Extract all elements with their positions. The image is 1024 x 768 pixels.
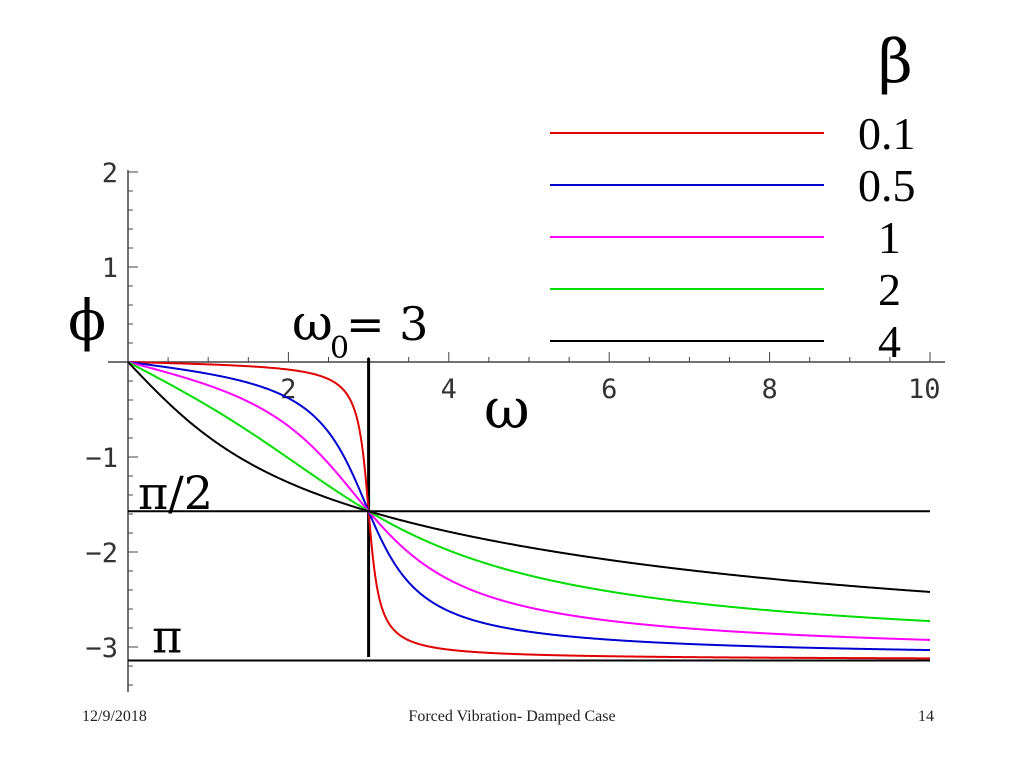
reference-line-label: π — [152, 609, 182, 663]
y-axis-label: ϕ — [68, 289, 106, 354]
x-tick-label: 2 — [280, 374, 296, 405]
y-tick-label: −3 — [85, 633, 118, 664]
footer-date: 12/9/2018 — [82, 708, 147, 725]
x-tick-label: 8 — [761, 374, 777, 405]
legend-entry-label: 0.5 — [858, 160, 916, 211]
y-tick-label: 1 — [102, 253, 118, 284]
y-tick-label: −2 — [85, 538, 118, 569]
x-tick-label: 4 — [441, 374, 457, 405]
omega0-symbol: ω — [292, 294, 333, 352]
series-curve — [127, 361, 931, 652]
footer-page-number: 14 — [918, 708, 934, 725]
omega0-subscript: 0 — [330, 331, 349, 366]
x-tick-label: 6 — [601, 374, 617, 405]
x-axis-label: ω — [484, 377, 530, 442]
series-curve — [127, 361, 931, 593]
series-curve — [127, 361, 931, 623]
legend-entry-label: 1 — [878, 212, 901, 263]
footer-title: Forced Vibration- Damped Case — [408, 708, 616, 725]
legend-entry-label: 2 — [878, 264, 901, 315]
omega0-value: = 3 — [346, 297, 428, 351]
y-tick-label: −1 — [85, 443, 118, 474]
legend-entry-label: 4 — [878, 316, 901, 367]
series-curves — [127, 361, 931, 660]
legend-title: β — [878, 27, 913, 97]
series-curve — [127, 361, 931, 641]
series-curve — [127, 361, 930, 660]
reference-lines: π/2 π — [128, 358, 930, 663]
x-tick-label: 10 — [908, 374, 941, 405]
reference-line-label: π/2 — [138, 466, 213, 520]
y-tick-label: 2 — [102, 158, 118, 189]
legend-entry-label: 0.1 — [858, 108, 916, 159]
